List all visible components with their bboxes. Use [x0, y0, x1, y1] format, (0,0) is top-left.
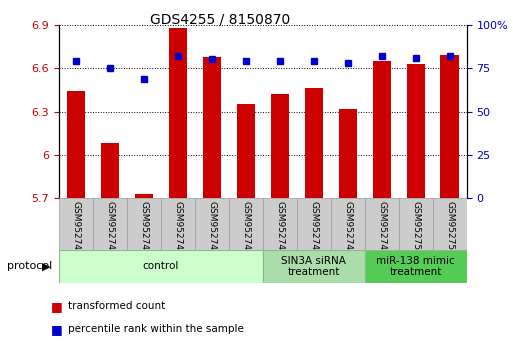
Text: GSM952751: GSM952751: [445, 201, 455, 256]
Text: GSM952740: GSM952740: [71, 201, 81, 256]
Text: GSM952746: GSM952746: [173, 201, 183, 256]
Bar: [203, 57, 221, 198]
Bar: [372, 61, 391, 198]
Bar: [134, 194, 153, 198]
Bar: [127, 198, 161, 250]
Text: ■: ■: [51, 300, 63, 313]
Bar: [229, 198, 263, 250]
Bar: [93, 198, 127, 250]
Text: miR-138 mimic
treatment: miR-138 mimic treatment: [377, 256, 455, 277]
Bar: [161, 198, 195, 250]
Text: SIN3A siRNA
treatment: SIN3A siRNA treatment: [282, 256, 346, 277]
Text: GSM952750: GSM952750: [411, 201, 420, 256]
Bar: [263, 198, 297, 250]
Bar: [169, 28, 187, 198]
Text: GSM952742: GSM952742: [140, 201, 148, 256]
Text: transformed count: transformed count: [68, 301, 165, 311]
Text: percentile rank within the sample: percentile rank within the sample: [68, 324, 244, 334]
Bar: [59, 198, 93, 250]
Bar: [270, 94, 289, 198]
Bar: [101, 143, 120, 198]
Bar: [195, 198, 229, 250]
Text: GSM952747: GSM952747: [207, 201, 216, 256]
Text: GSM952748: GSM952748: [242, 201, 250, 256]
Bar: [297, 198, 331, 250]
Bar: [305, 88, 323, 198]
Text: GSM952749: GSM952749: [378, 201, 386, 256]
Text: protocol: protocol: [7, 261, 52, 271]
Bar: [236, 104, 255, 198]
Text: GSM952744: GSM952744: [309, 201, 319, 256]
Bar: [406, 64, 425, 198]
Bar: [331, 198, 365, 250]
Bar: [365, 250, 467, 283]
Bar: [59, 250, 263, 283]
Text: GSM952743: GSM952743: [275, 201, 284, 256]
Text: GSM952741: GSM952741: [106, 201, 114, 256]
Text: GSM952745: GSM952745: [343, 201, 352, 256]
Bar: [365, 198, 399, 250]
Bar: [441, 55, 459, 198]
Text: ▶: ▶: [42, 261, 50, 271]
Text: control: control: [143, 261, 179, 272]
Bar: [67, 91, 85, 198]
Bar: [433, 198, 467, 250]
Bar: [263, 250, 365, 283]
Text: GDS4255 / 8150870: GDS4255 / 8150870: [150, 12, 291, 27]
Bar: [339, 109, 357, 198]
Bar: [399, 198, 433, 250]
Text: ■: ■: [51, 323, 63, 336]
